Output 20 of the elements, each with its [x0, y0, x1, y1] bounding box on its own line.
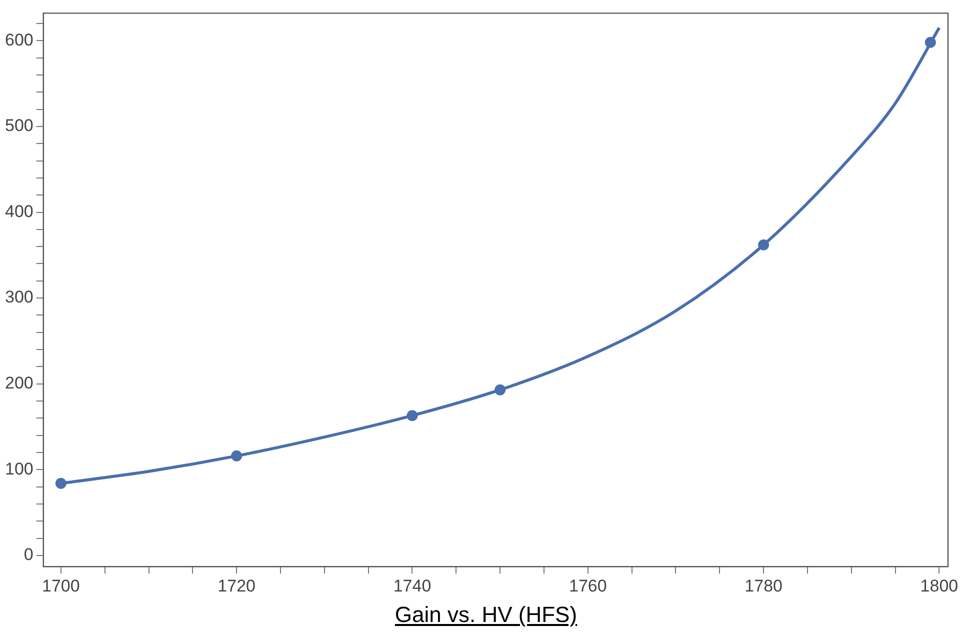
x-tick-label: 1700	[42, 576, 80, 596]
y-tick-label: 100	[4, 459, 34, 478]
point	[758, 239, 770, 250]
x-tick-label: 1800	[920, 576, 958, 596]
text: Gain vs. HV (HFS)	[394, 602, 578, 628]
y-tick-label: 300	[4, 288, 34, 307]
point	[406, 410, 418, 422]
y-tick-label: 600	[4, 30, 34, 50]
x-tick-label: 1720	[218, 576, 256, 596]
y-tick-label: 200	[4, 374, 34, 393]
point	[55, 478, 66, 489]
point	[231, 450, 242, 462]
x-tick-label: 1780	[744, 576, 782, 596]
y-tick-label: 0	[24, 545, 34, 564]
y-tick-label: 500	[4, 116, 34, 136]
point	[924, 36, 936, 48]
x-tick-label: 1760	[568, 576, 607, 596]
point	[494, 384, 506, 396]
y-tick-label: 400	[4, 202, 34, 221]
x-tick-label: 1740	[393, 576, 432, 596]
